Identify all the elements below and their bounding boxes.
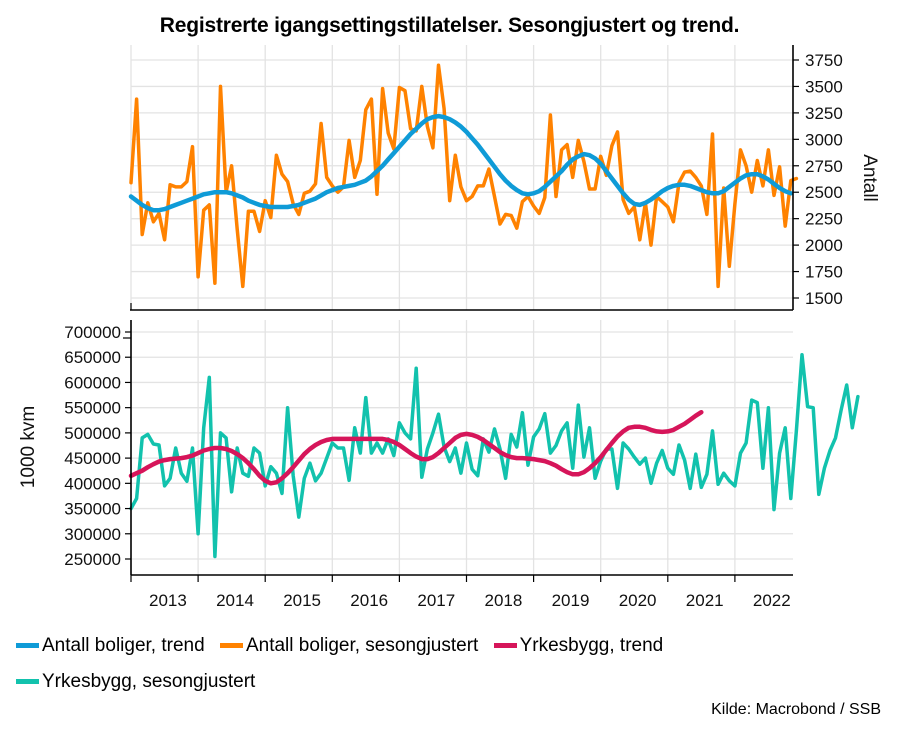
- series-line-boliger-trend: [128, 113, 794, 213]
- y-tick-label: 1750: [805, 263, 843, 282]
- top-y-axis-title: Antall: [859, 154, 880, 202]
- source-note: Kilde: Macrobond / SSB: [711, 701, 881, 718]
- y-tick-label: 2250: [805, 210, 843, 229]
- y-tick-label: 2000: [805, 236, 843, 255]
- y-tick-label: 650000: [64, 348, 121, 367]
- legend-label: Antall boliger, trend: [42, 635, 205, 656]
- legend-item-boliger-trend[interactable]: Antall boliger, trend: [16, 629, 205, 662]
- x-tick-label: 2022: [753, 591, 791, 610]
- x-tick-label: 2013: [149, 591, 187, 610]
- legend-label: Yrkesbygg, trend: [519, 635, 664, 656]
- series-line-boliger-sa: [129, 63, 799, 289]
- y-tick-label: 450000: [64, 449, 121, 468]
- chart-title: Registrerte igangsettingstillatelser. Se…: [159, 14, 740, 37]
- legend-swatch-boliger-trend: [16, 643, 39, 648]
- y-tick-label: 400000: [64, 474, 121, 493]
- y-tick-label: 3000: [805, 130, 843, 149]
- y-tick-label: 3500: [805, 77, 843, 96]
- axes: 1500 1750 2000 2250 2500 2750 3000 3250 3500 3750…: [64, 45, 843, 610]
- bottom-panel-series: [128, 352, 860, 559]
- y-tick-label: 2750: [805, 157, 843, 176]
- bottom-panel-grid: [130, 320, 793, 575]
- bottom-y-axis-title: 1000 kvm: [18, 406, 39, 488]
- x-tick-label: 2019: [552, 591, 590, 610]
- legend-swatch-boliger-sesongjustert: [219, 643, 243, 648]
- legend-label: Yrkesbygg, sesongjustert: [42, 671, 256, 692]
- x-tick-label: 2016: [350, 591, 388, 610]
- y-tick-label: 1500: [805, 289, 843, 308]
- series-line-yrkesbygg-sa: [129, 352, 860, 559]
- y-tick-label: 600000: [64, 373, 121, 392]
- y-tick-label: 3750: [805, 51, 843, 70]
- legend-item-yrkesbygg-sesongjustert[interactable]: Yrkesbygg, sesongjustert: [16, 665, 255, 698]
- y-tick-label: 3250: [805, 104, 843, 123]
- y-tick-label: 250000: [64, 550, 121, 569]
- series-line-yrkesbygg-trend: [128, 409, 704, 486]
- y-tick-label: 550000: [64, 399, 121, 418]
- legend-swatch-yrkesbygg-sesongjustert: [16, 679, 39, 684]
- legend-swatch-yrkesbygg-trend: [493, 643, 517, 648]
- x-tick-label: 2017: [417, 591, 455, 610]
- y-tick-label: 350000: [64, 500, 121, 519]
- y-tick-label: 300000: [64, 525, 121, 544]
- x-tick-label: 2014: [216, 591, 254, 610]
- y-tick-label: 500000: [64, 424, 121, 443]
- legend-label: Antall boliger, sesongjustert: [245, 635, 479, 656]
- legend: Antall boliger, trend Antall boliger, se…: [16, 626, 886, 698]
- top-panel-series: [128, 63, 799, 289]
- x-tick-label: 2018: [484, 591, 522, 610]
- x-tick-label: 2020: [619, 591, 657, 610]
- y-tick-label: 700000: [64, 323, 121, 342]
- legend-item-boliger-sesongjustert[interactable]: Antall boliger, sesongjustert: [219, 629, 479, 662]
- x-tick-label: 2015: [283, 591, 321, 610]
- legend-item-yrkesbygg-trend[interactable]: Yrkesbygg, trend: [493, 629, 664, 662]
- x-tick-label: 2021: [686, 591, 724, 610]
- y-tick-label: 2500: [805, 183, 843, 202]
